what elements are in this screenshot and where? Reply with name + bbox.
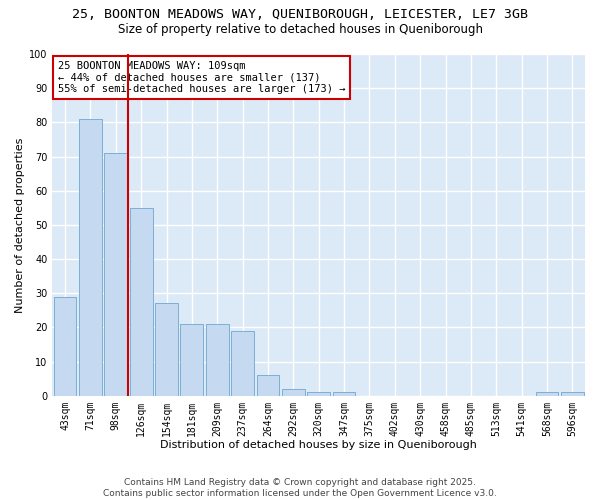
Bar (155, 304, 178, 396)
Bar (79, 119, 102, 396)
Bar (206, 324, 229, 396)
Text: 25, BOONTON MEADOWS WAY, QUENIBOROUGH, LEICESTER, LE7 3GB: 25, BOONTON MEADOWS WAY, QUENIBOROUGH, L… (72, 8, 528, 20)
Bar (561, 392, 584, 396)
Text: Size of property relative to detached houses in Queniborough: Size of property relative to detached ho… (118, 22, 482, 36)
Y-axis label: Number of detached properties: Number of detached properties (15, 137, 25, 312)
Bar (53, 296, 76, 396)
Text: 25 BOONTON MEADOWS WAY: 109sqm
← 44% of detached houses are smaller (137)
55% of: 25 BOONTON MEADOWS WAY: 109sqm ← 44% of … (58, 61, 345, 94)
X-axis label: Distribution of detached houses by size in Queniborough: Distribution of detached houses by size … (160, 440, 477, 450)
Bar (282, 389, 305, 396)
Bar (181, 324, 203, 396)
Text: Contains HM Land Registry data © Crown copyright and database right 2025.
Contai: Contains HM Land Registry data © Crown c… (103, 478, 497, 498)
Bar (257, 375, 280, 396)
Bar (536, 392, 559, 396)
Bar (130, 208, 152, 396)
Bar (104, 153, 127, 396)
Bar (307, 392, 330, 396)
Bar (332, 392, 355, 396)
Bar (231, 331, 254, 396)
